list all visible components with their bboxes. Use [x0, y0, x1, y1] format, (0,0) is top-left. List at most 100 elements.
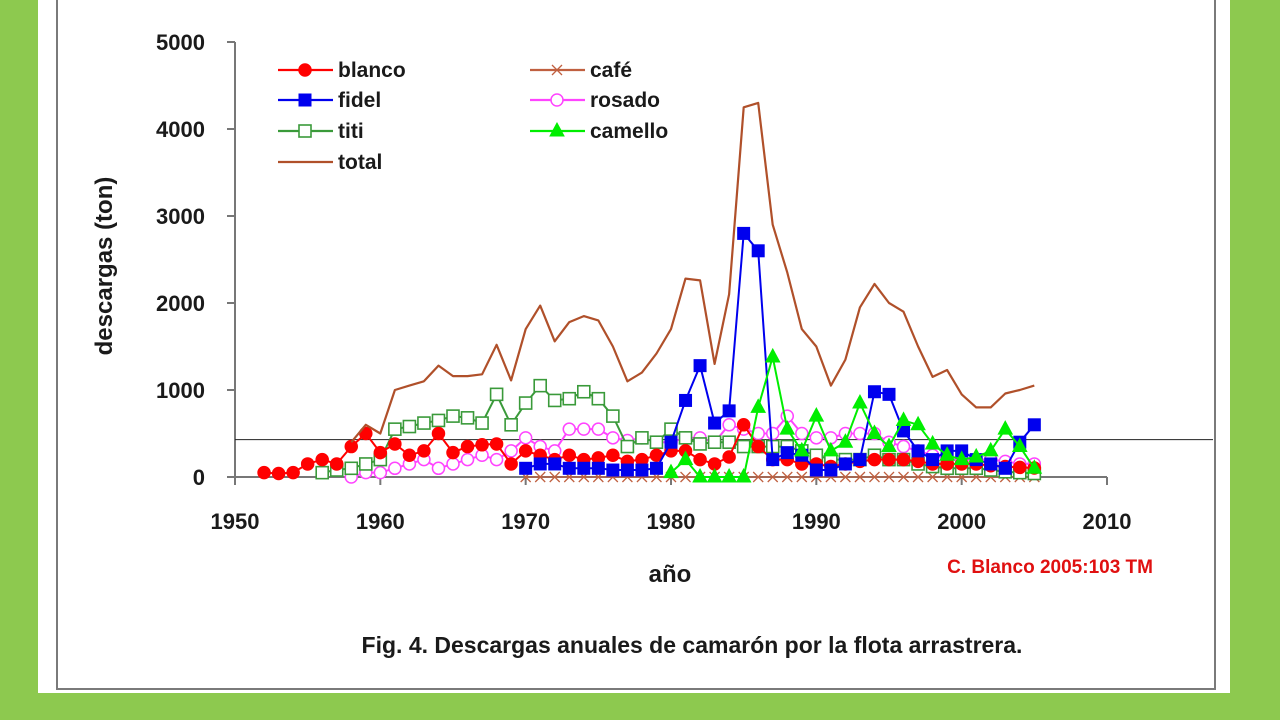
data-point-titi	[562, 391, 577, 406]
data-point-camello	[924, 434, 941, 450]
data-point-rosado	[577, 422, 591, 436]
data-point-camello	[663, 463, 679, 479]
data-point-camello	[953, 450, 970, 466]
data-point-café	[898, 471, 909, 483]
series-line-total	[350, 101, 1035, 443]
data-point-rosado	[562, 422, 577, 436]
data-point-blanco	[649, 448, 664, 462]
data-point-titi	[315, 465, 330, 480]
data-point-fidel	[911, 444, 925, 458]
x-axis-label: año	[649, 561, 692, 588]
data-point-fidel	[984, 457, 998, 471]
data-point-fidel	[620, 463, 634, 477]
data-point-titi	[707, 435, 722, 450]
x-tick-label: 2010	[1083, 509, 1132, 534]
legend-marker-blanco	[298, 63, 312, 77]
data-point-blanco	[315, 452, 329, 467]
data-point-café	[839, 471, 851, 483]
series-titi	[315, 378, 1042, 481]
data-point-titi	[344, 461, 359, 476]
data-point-café	[883, 471, 895, 483]
legend-item-fidel: fidel	[278, 89, 381, 112]
data-point-blanco	[402, 448, 417, 462]
data-point-fidel	[577, 461, 591, 475]
legend-label-titi: titi	[338, 120, 364, 143]
data-point-café	[781, 471, 793, 483]
data-point-fidel	[693, 359, 707, 373]
legend-label-camello: camello	[590, 120, 668, 143]
data-point-titi	[547, 393, 562, 408]
data-point-titi	[736, 439, 751, 454]
data-point-blanco	[722, 450, 736, 464]
y-tick-label: 5000	[156, 30, 205, 55]
data-point-fidel	[635, 463, 649, 477]
data-point-blanco	[504, 457, 518, 471]
data-point-titi	[504, 417, 518, 432]
legend-marker-titi	[298, 124, 312, 138]
data-point-blanco	[882, 452, 896, 467]
data-point-titi	[649, 435, 664, 450]
data-point-café	[854, 471, 866, 483]
data-point-rosado	[373, 465, 388, 480]
data-point-titi	[518, 396, 533, 410]
y-tick-label: 4000	[156, 117, 205, 142]
data-point-fidel	[751, 244, 765, 258]
data-point-titi	[591, 391, 606, 406]
data-point-blanco	[271, 466, 286, 481]
data-point-titi	[678, 431, 693, 445]
data-point-titi	[693, 437, 707, 451]
data-point-blanco	[329, 457, 344, 471]
data-point-blanco	[562, 448, 577, 462]
data-point-rosado	[431, 461, 446, 476]
data-point-fidel	[882, 387, 896, 401]
data-point-café	[869, 471, 880, 483]
data-point-rosado	[460, 452, 475, 467]
data-point-fidel	[926, 453, 940, 467]
data-point-fidel	[679, 393, 693, 407]
y-tick-label: 3000	[156, 204, 205, 229]
figure-frame	[56, 0, 1216, 690]
data-point-rosado	[446, 457, 460, 471]
data-point-rosado	[591, 422, 606, 436]
data-point-rosado	[518, 431, 533, 445]
data-point-fidel	[519, 461, 533, 475]
data-point-titi	[489, 387, 504, 402]
data-point-fidel	[809, 463, 823, 477]
data-point-fidel	[1027, 418, 1041, 432]
data-point-titi	[460, 411, 475, 425]
data-point-blanco	[431, 426, 446, 441]
data-point-camello	[837, 433, 854, 448]
legend-marker-café	[551, 64, 563, 76]
data-point-titi	[635, 431, 649, 445]
data-point-blanco	[417, 444, 431, 458]
y-tick-label: 1000	[156, 378, 205, 403]
x-tick-label: 1970	[501, 509, 550, 534]
data-point-titi	[475, 416, 489, 430]
legend-label-blanco: blanco	[338, 59, 406, 82]
series-total	[350, 101, 1035, 443]
legend-label-fidel: fidel	[338, 89, 381, 112]
data-point-fidel	[853, 453, 867, 467]
data-point-blanco	[388, 437, 402, 451]
data-point-rosado	[504, 444, 518, 458]
data-point-camello	[910, 415, 926, 431]
data-point-fidel	[824, 463, 838, 477]
data-point-camello	[895, 411, 912, 426]
data-point-café	[796, 471, 808, 483]
data-point-blanco	[475, 438, 489, 452]
series-camello	[663, 347, 1043, 483]
data-point-blanco	[736, 418, 751, 432]
data-point-camello	[823, 441, 839, 457]
data-point-camello	[881, 437, 897, 453]
data-point-blanco	[286, 465, 300, 480]
x-tick-label: 2000	[937, 509, 986, 534]
legend-label-café: café	[590, 59, 632, 82]
data-point-camello	[779, 420, 796, 435]
data-point-blanco	[867, 452, 882, 467]
x-tick-label: 1960	[356, 509, 405, 534]
data-point-fidel	[533, 457, 547, 471]
legend-item-titi: titi	[278, 120, 364, 143]
legend-item-camello: camello	[530, 120, 668, 143]
data-point-camello	[677, 450, 694, 466]
